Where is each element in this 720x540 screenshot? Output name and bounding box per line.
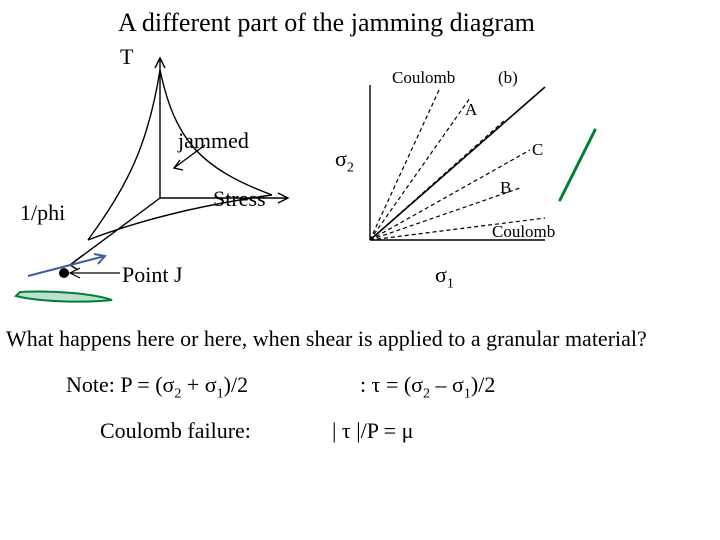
- question-text: What happens here or here, when shear is…: [6, 326, 647, 352]
- coulomb-failure-eq: | τ |/P = μ: [332, 418, 413, 444]
- tau-eq: : τ = (σ2 – σ1)/2: [360, 372, 495, 402]
- coulomb-failure-label: Coulomb failure:: [100, 418, 251, 444]
- note-p: Note: P = (σ2 + σ1)/2: [66, 372, 248, 402]
- annotations: [0, 0, 720, 540]
